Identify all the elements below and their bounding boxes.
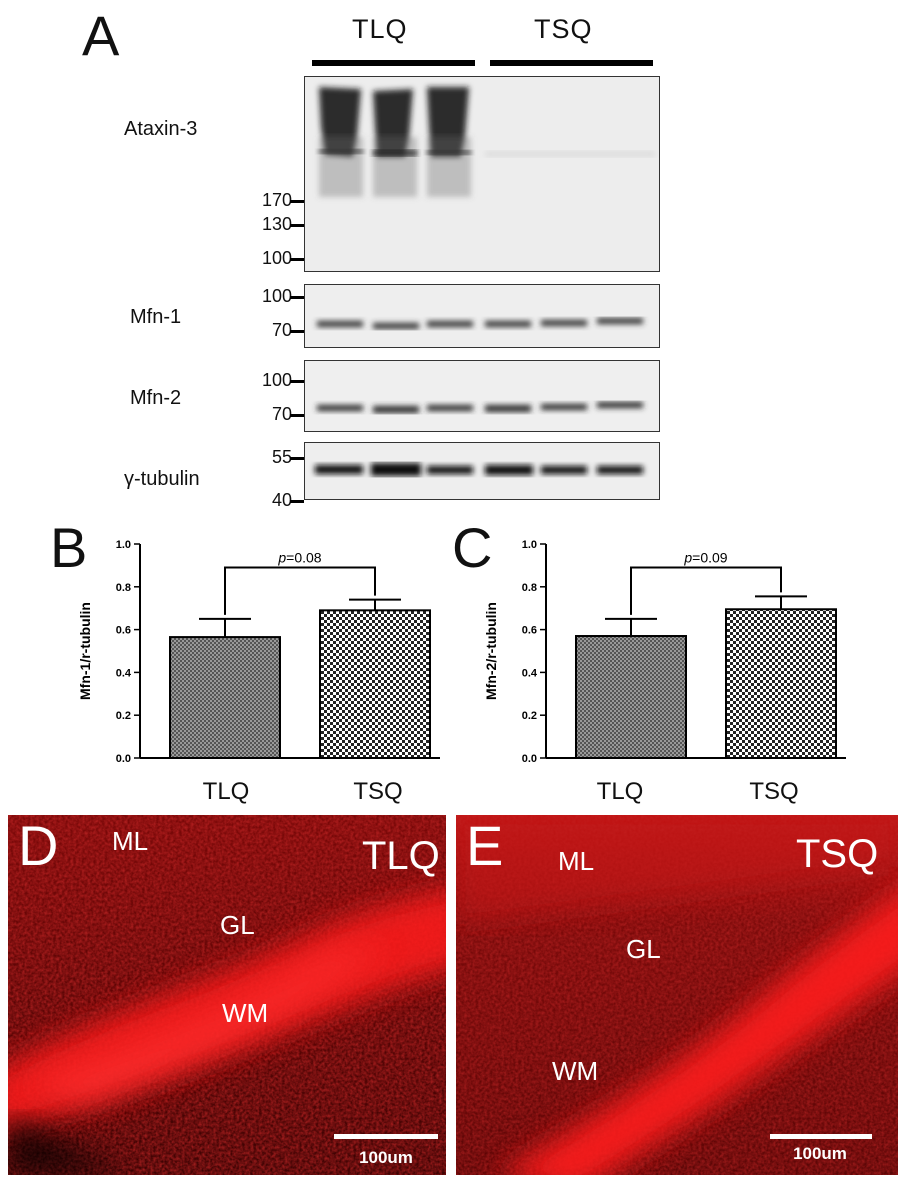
mw-marker: 100 <box>261 370 292 390</box>
protein-label-mfn2: Mfn-2 <box>130 387 182 409</box>
mw-marker: 70 <box>271 404 292 424</box>
region-label-wm: WM <box>552 1056 599 1086</box>
blot-mfn2-image <box>305 361 659 431</box>
x-label-tsq: TSQ <box>353 778 403 805</box>
p-value-label: p=0.09 <box>683 550 727 566</box>
mw-marker: 40 <box>271 490 292 510</box>
significance-bracket <box>630 566 782 615</box>
mw-tick <box>290 200 304 203</box>
panel-d-letter: D <box>18 814 59 877</box>
mw-tick <box>290 414 304 417</box>
y-tick-label: 1.0 <box>522 539 537 551</box>
scale-bar <box>770 1134 872 1139</box>
blot-mfn1-image <box>305 285 659 347</box>
mw-tick <box>290 380 304 383</box>
micrograph-tsq <box>456 815 898 1175</box>
mw-marker: 70 <box>271 320 292 340</box>
mw-tick <box>290 500 304 503</box>
y-tick-label: 0.4 <box>522 667 538 679</box>
group-label-tsq: TSQ <box>534 14 593 44</box>
mw-marker: 100 <box>261 248 292 268</box>
blot-mfn2 <box>304 360 660 432</box>
protein-label-gamma-tubulin: γ-tubulin <box>124 468 200 490</box>
scale-bar <box>334 1134 438 1139</box>
panel-e-letter: E <box>466 814 504 877</box>
micrograph-tlq <box>8 815 446 1175</box>
mw-marker: 130 <box>261 214 292 234</box>
panel-b-letter: B <box>50 516 88 579</box>
mw-tick <box>290 330 304 333</box>
blot-ataxin3 <box>304 76 660 272</box>
y-tick-label: 1.0 <box>116 539 131 551</box>
y-tick-label: 0.6 <box>116 625 131 637</box>
protein-label-ataxin3: Ataxin-3 <box>124 118 198 140</box>
bar-tsq <box>725 608 837 759</box>
bar-tsq <box>319 609 431 759</box>
mw-tick <box>290 224 304 227</box>
mw-tick <box>290 258 304 261</box>
x-label-tlq: TLQ <box>596 778 644 805</box>
group-bar-tlq <box>312 60 475 66</box>
blot-gamma-tubulin <box>304 442 660 500</box>
blot-mfn1 <box>304 284 660 348</box>
y-tick-label: 0.4 <box>116 667 132 679</box>
micrograph-tlq-image <box>8 815 446 1175</box>
y-tick-label: 0.0 <box>522 753 537 765</box>
chart-mfn1: 0.0 0.2 0.4 0.6 0.8 1.0 Mfn-1/r-tubulin p=0.08 <box>77 539 440 765</box>
scale-label: 100um <box>793 1144 847 1163</box>
y-tick-label: 0.8 <box>522 582 537 594</box>
group-bar-tsq <box>490 60 653 66</box>
x-label-tsq: TSQ <box>749 778 799 805</box>
y-tick-label: 0.2 <box>116 710 131 722</box>
mw-tick <box>290 296 304 299</box>
micrograph-tsq-image <box>456 815 898 1175</box>
mw-marker: 55 <box>271 447 292 467</box>
y-axis-label: Mfn-2/r-tubulin <box>483 602 499 700</box>
group-label-tlq: TLQ <box>352 14 408 44</box>
significance-bracket <box>224 566 376 615</box>
x-label-tlq: TLQ <box>202 778 250 805</box>
panel-a-letter: A <box>82 4 120 67</box>
y-tick-label: 0.0 <box>116 753 131 765</box>
blot-ataxin3-image <box>305 77 659 271</box>
y-axis-label: Mfn-1/r-tubulin <box>77 602 93 700</box>
scale-label: 100um <box>359 1148 413 1167</box>
region-label-ml: ML <box>112 826 149 856</box>
bar-tlq <box>169 636 281 759</box>
y-tick-label: 0.6 <box>522 625 537 637</box>
mw-marker: 170 <box>261 190 292 210</box>
y-tick-label: 0.8 <box>116 582 131 594</box>
bar-tlq <box>575 635 687 759</box>
panel-c-letter: C <box>452 516 493 579</box>
mw-tick <box>290 457 304 460</box>
region-label-gl: GL <box>626 934 661 964</box>
y-tick-label: 0.2 <box>522 710 537 722</box>
protein-label-mfn1: Mfn-1 <box>130 306 182 328</box>
chart-mfn2: 0.0 0.2 0.4 0.6 0.8 1.0 Mfn-2/r-tubulin p=0.09 <box>483 539 846 765</box>
p-value-label: p=0.08 <box>277 550 321 566</box>
mw-marker: 100 <box>261 286 292 306</box>
group-tag-tsq: TSQ <box>796 832 879 876</box>
region-label-wm: WM <box>222 998 269 1028</box>
group-tag-tlq: TLQ <box>362 834 440 878</box>
blot-gamma-tubulin-image <box>305 443 659 499</box>
region-label-gl: GL <box>220 910 255 940</box>
region-label-ml: ML <box>558 846 595 876</box>
